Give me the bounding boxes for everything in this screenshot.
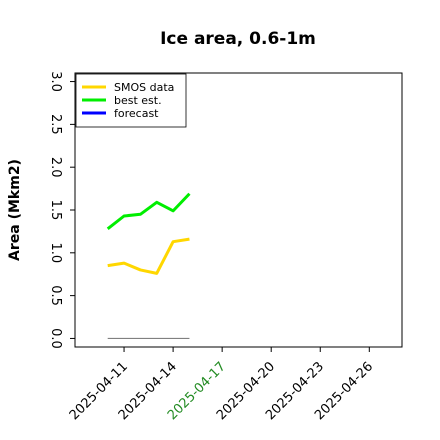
series-line <box>106 192 191 231</box>
y-axis-label: Area (Mkm2) <box>7 159 23 261</box>
y-tick-label: 1.5 <box>48 200 63 221</box>
y-tick-label: 0.5 <box>48 285 63 306</box>
y-tick-label: 2.0 <box>48 157 63 178</box>
series-line <box>107 237 190 275</box>
y-tick-label: 2.5 <box>48 114 63 135</box>
y-tick-label: 3.0 <box>48 71 63 92</box>
legend-label: forecast <box>114 107 159 120</box>
legend-label: SMOS data <box>114 81 174 94</box>
legend-label: best est. <box>114 94 162 107</box>
y-tick-label: 1.0 <box>48 242 63 263</box>
chart-title: Ice area, 0.6-1m <box>160 29 316 49</box>
y-tick-label: 0.0 <box>48 328 63 349</box>
